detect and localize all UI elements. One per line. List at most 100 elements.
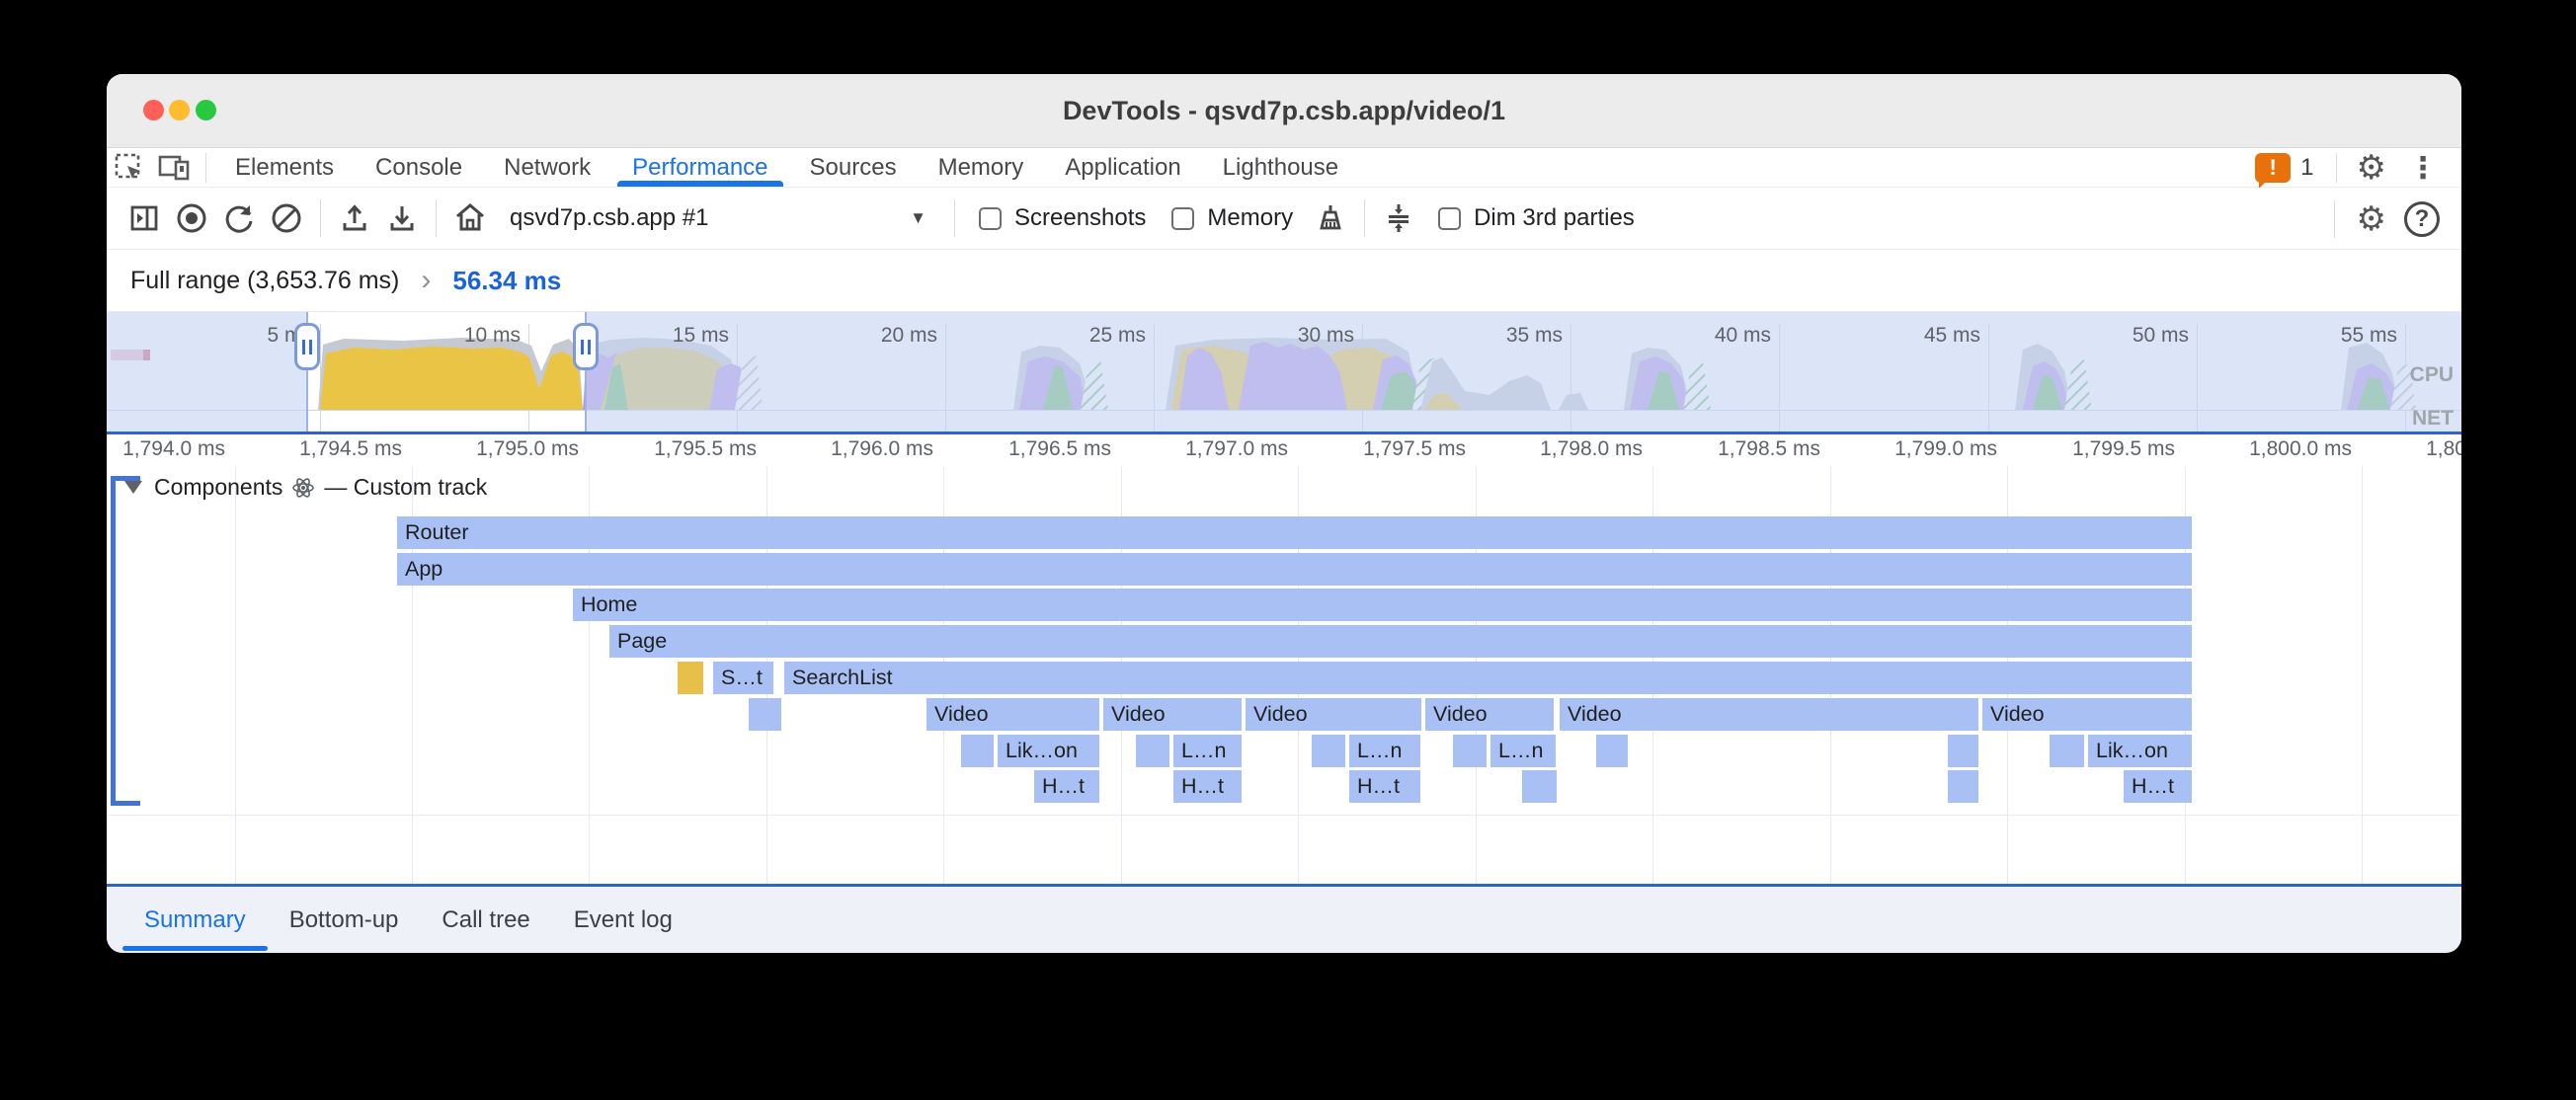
checkbox-box[interactable] <box>1438 206 1462 230</box>
flame-bar-video[interactable]: Video <box>1982 698 2192 731</box>
gridline <box>412 466 413 884</box>
ruler-tick-label: 1,798.5 ms <box>1718 437 1820 460</box>
flame-bottom-divider[interactable] <box>107 884 2461 887</box>
flame-chart-area[interactable]: Components — Custom track Router App Home P… <box>107 466 2461 884</box>
issues-badge-icon[interactable]: ! <box>2255 153 2292 189</box>
range-breadcrumb-bar: Full range (3,653.76 ms) › 56.34 ms <box>107 250 2461 312</box>
divider <box>954 199 955 237</box>
flame-bar[interactable] <box>749 698 781 731</box>
flame-bar-lik-on[interactable]: Lik…on <box>2088 735 2192 767</box>
reload-record-icon[interactable] <box>215 195 263 242</box>
tab-application[interactable]: Application <box>1065 153 1181 181</box>
detail-time-ruler: 1,794.0 ms 1,794.5 ms 1,795.0 ms 1,795.5 ms… <box>107 434 2461 466</box>
tab-console[interactable]: Console <box>375 153 463 181</box>
minimap-tick-label: 10 ms <box>463 324 521 347</box>
flame-bar-home[interactable]: Home <box>573 589 2192 621</box>
flame-bar-video[interactable]: Video <box>1425 698 1554 731</box>
flame-bar-l-n[interactable]: L…n <box>1490 735 1556 767</box>
garbage-collect-icon[interactable] <box>1307 195 1354 242</box>
flame-bar-s-t[interactable]: S…t <box>713 662 773 694</box>
kebab-menu-icon[interactable]: ⋮ <box>2408 151 2438 185</box>
minimap-tick-label: 30 ms <box>1297 324 1354 347</box>
tab-lighthouse[interactable]: Lighthouse <box>1222 153 1339 181</box>
tab-network[interactable]: Network <box>504 153 592 181</box>
flame-bar-h-t[interactable]: H…t <box>2124 770 2192 803</box>
title-bar: DevTools - qsvd7p.csb.app/video/1 <box>107 74 2461 148</box>
inspect-element-icon[interactable] <box>107 148 152 188</box>
memory-checkbox[interactable]: Memory <box>1171 204 1293 232</box>
close-window-button[interactable] <box>143 100 164 120</box>
flame-bar[interactable] <box>1522 770 1557 803</box>
flame-bar-video[interactable]: Video <box>926 698 1099 731</box>
flame-bar[interactable] <box>961 735 994 767</box>
flame-bar-video[interactable]: Video <box>1560 698 1978 731</box>
chevron-down-icon: ▼ <box>910 208 926 227</box>
gridline <box>2362 466 2363 884</box>
device-toolbar-icon[interactable] <box>152 148 198 188</box>
minimize-window-button[interactable] <box>169 100 190 120</box>
ruler-tick-label: 1,794.5 ms <box>299 437 402 460</box>
flame-bar-searchlist[interactable]: SearchList <box>784 662 2192 694</box>
flame-bar[interactable] <box>1596 735 1628 767</box>
track-header[interactable]: Components — Custom track <box>124 474 487 501</box>
checkbox-box[interactable] <box>1171 206 1195 230</box>
bottom-tab-bottom-up[interactable]: Bottom-up <box>288 905 399 933</box>
help-icon[interactable]: ? <box>2404 200 2440 237</box>
capture-settings-gear-icon[interactable]: ⚙ <box>2356 199 2386 238</box>
record-icon[interactable] <box>168 195 215 242</box>
home-icon[interactable] <box>446 195 494 242</box>
upload-profile-icon[interactable] <box>331 195 378 242</box>
ruler-tick-label: 1,799.0 ms <box>1894 437 1997 460</box>
tab-performance[interactable]: Performance <box>611 148 788 187</box>
flame-bar-h-t[interactable]: H…t <box>1034 770 1099 803</box>
tab-row-right-cluster: ! 1 ⚙ ⋮ <box>2255 148 2448 189</box>
flame-bar[interactable] <box>678 662 703 694</box>
tab-elements[interactable]: Elements <box>235 153 335 181</box>
flame-bar-video[interactable]: Video <box>1103 698 1242 731</box>
flame-bar[interactable] <box>2050 735 2084 767</box>
collapse-tracks-icon[interactable] <box>1375 195 1422 242</box>
flame-bar[interactable] <box>1453 735 1487 767</box>
download-profile-icon[interactable] <box>378 195 426 242</box>
bottom-tab-summary[interactable]: Summary <box>122 887 268 953</box>
flame-bar-video[interactable]: Video <box>1246 698 1421 731</box>
selection-right-handle[interactable] <box>573 323 599 370</box>
minimap-tick-label: 25 ms <box>1088 324 1146 347</box>
selection-left-handle[interactable] <box>294 323 320 370</box>
performance-toolbar: qsvd7p.csb.app #1 ▼ Screenshots Memory <box>107 188 2461 250</box>
selected-range-breadcrumb[interactable]: 56.34 ms <box>452 265 562 295</box>
flame-bar-h-t[interactable]: H…t <box>1349 770 1420 803</box>
details-tab-bar: Summary Bottom-up Call tree Event log <box>107 887 2461 953</box>
tab-sources[interactable]: Sources <box>809 153 897 181</box>
flame-bar-app[interactable]: App <box>397 553 2192 586</box>
dim-3rd-parties-checkbox[interactable]: Dim 3rd parties <box>1438 204 1635 232</box>
flame-bar[interactable] <box>1136 735 1169 767</box>
flame-bar[interactable] <box>1312 735 1345 767</box>
show-panel-icon[interactable] <box>121 195 168 242</box>
screenshots-checkbox[interactable]: Screenshots <box>979 204 1146 232</box>
ruler-tick-label: 1,797.5 ms <box>1363 437 1466 460</box>
full-range-breadcrumb[interactable]: Full range (3,653.76 ms) <box>130 266 400 294</box>
flame-bar-page[interactable]: Page <box>609 625 2192 658</box>
checkbox-box[interactable] <box>979 206 1002 230</box>
flame-bar[interactable] <box>1948 770 1978 803</box>
minimap-tick-label: 35 ms <box>1505 324 1563 347</box>
flame-bar[interactable] <box>1948 735 1978 767</box>
selected-track-bracket <box>111 476 140 806</box>
bottom-tab-event-log[interactable]: Event log <box>573 905 673 933</box>
flame-bar-h-t[interactable]: H…t <box>1173 770 1242 803</box>
target-selector[interactable]: qsvd7p.csb.app #1 ▼ <box>510 204 944 232</box>
zoom-window-button[interactable] <box>196 100 216 120</box>
gridline <box>235 466 236 884</box>
flame-bar-l-n[interactable]: L…n <box>1349 735 1420 767</box>
collapse-triangle-icon[interactable] <box>124 481 142 494</box>
timeline-overview-minimap[interactable]: 5 ms 10 ms 15 ms 20 ms 25 ms 30 ms 35 ms 40 ms 4… <box>107 312 2461 432</box>
settings-gear-icon[interactable]: ⚙ <box>2356 149 2386 187</box>
flame-bar-lik-on[interactable]: Lik…on <box>998 735 1099 767</box>
clear-icon[interactable] <box>263 195 310 242</box>
tab-memory[interactable]: Memory <box>937 153 1024 181</box>
bottom-tab-call-tree[interactable]: Call tree <box>442 905 530 933</box>
flame-bar-l-n[interactable]: L…n <box>1173 735 1242 767</box>
overview-detail-divider[interactable] <box>107 432 2461 434</box>
flame-bar-router[interactable]: Router <box>397 516 2192 549</box>
